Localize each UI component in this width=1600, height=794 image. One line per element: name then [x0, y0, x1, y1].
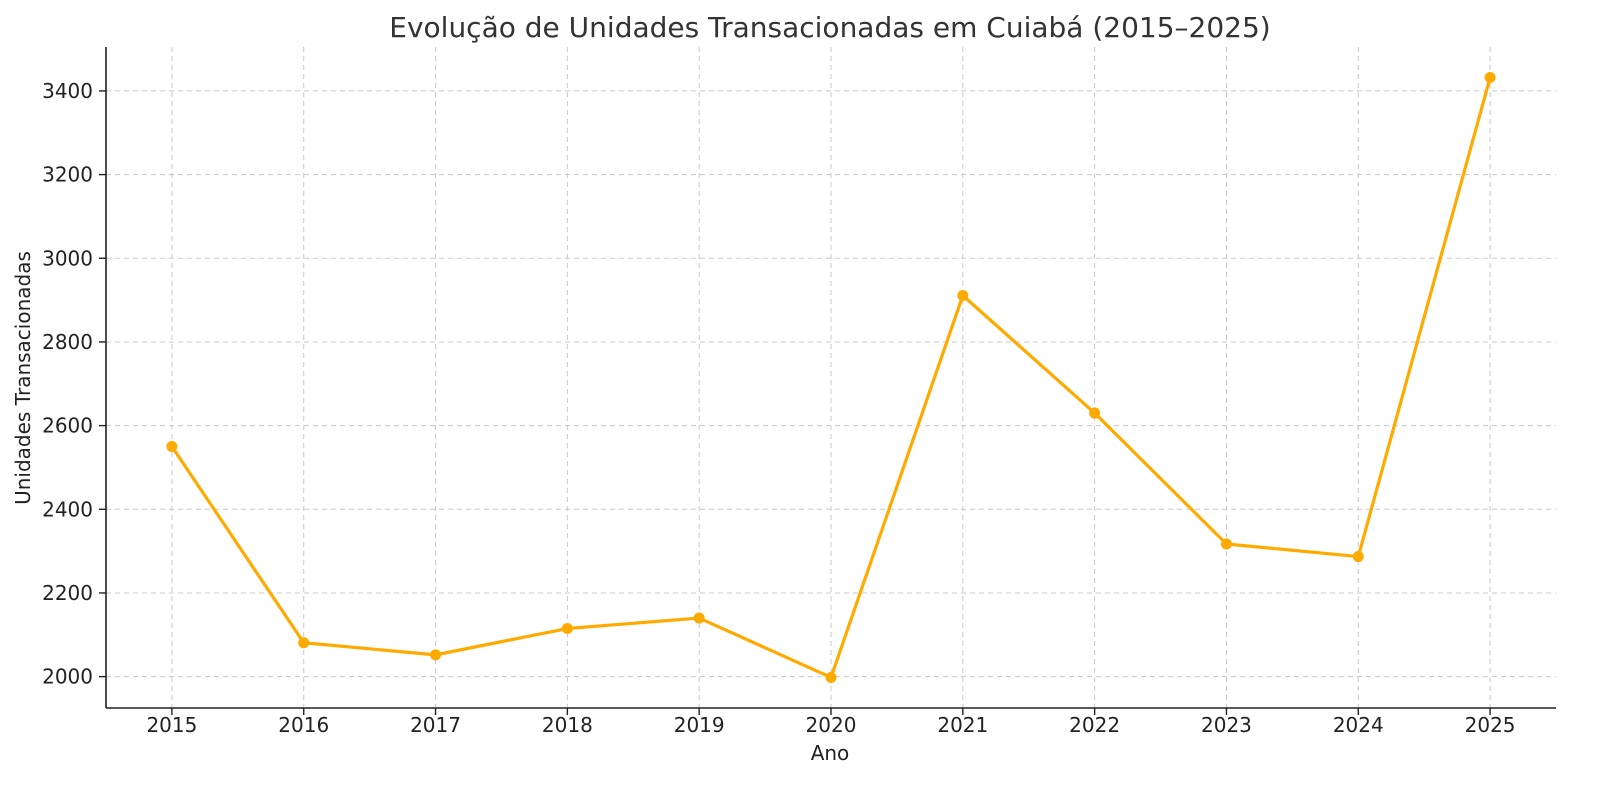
data-point	[957, 290, 969, 302]
data-point	[1484, 72, 1496, 84]
y-axis-label: Unidades Transacionadas	[11, 251, 35, 505]
x-tick-label: 2020	[806, 713, 857, 737]
data-point	[1220, 538, 1232, 550]
x-tick-label: 2018	[542, 713, 593, 737]
y-tick-label: 2200	[42, 581, 93, 605]
data-point	[430, 649, 442, 661]
data-point	[1089, 407, 1101, 419]
grid-layer	[106, 47, 1556, 708]
y-tick-layer: 2000 2200 2400 2600 2800 3000 3200 3400	[42, 79, 106, 689]
y-tick-label: 2800	[42, 330, 93, 354]
y-tick-label: 2600	[42, 414, 93, 438]
x-tick-layer: 2015 2016 2017 2018 2019 2020 2021 2022 2023 2024…	[146, 708, 1516, 737]
data-point	[561, 623, 573, 635]
x-tick-label: 2016	[278, 713, 329, 737]
y-tick-label: 3400	[42, 79, 93, 103]
x-tick-label: 2021	[937, 713, 988, 737]
x-tick-label: 2019	[674, 713, 725, 737]
y-tick-label: 3000	[42, 246, 93, 270]
y-tick-label: 2000	[42, 665, 93, 689]
x-tick-label: 2015	[146, 713, 197, 737]
x-tick-label: 2017	[410, 713, 461, 737]
x-tick-label: 2024	[1333, 713, 1384, 737]
x-axis-label: Ano	[811, 741, 850, 765]
data-point	[166, 441, 178, 453]
x-tick-label: 2023	[1201, 713, 1252, 737]
y-tick-label: 2400	[42, 497, 93, 521]
data-point	[825, 671, 837, 683]
x-tick-label: 2022	[1069, 713, 1120, 737]
x-tick-label: 2025	[1465, 713, 1516, 737]
series-layer	[166, 72, 1496, 683]
data-point	[1352, 551, 1364, 563]
data-point	[298, 637, 310, 649]
data-point	[693, 612, 705, 624]
y-tick-label: 3200	[42, 163, 93, 187]
chart-title: Evolução de Unidades Transacionadas em C…	[389, 11, 1270, 44]
